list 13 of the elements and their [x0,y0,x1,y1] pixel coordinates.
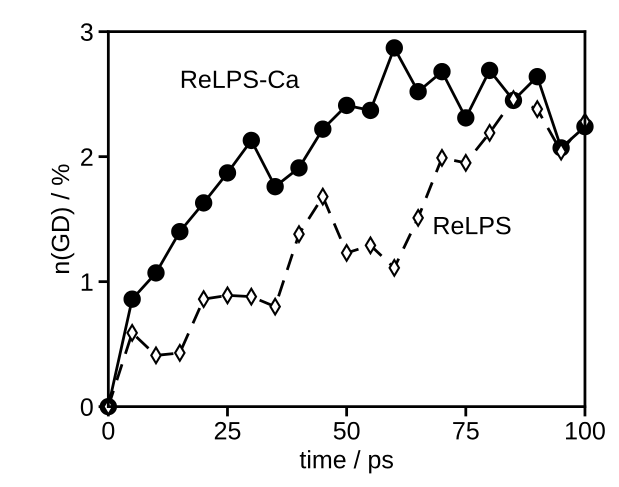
x-tick-label: 50 [334,422,360,440]
y-tick-label: 0 [80,398,93,416]
y-axis-title: n(GD) / % [50,164,74,274]
x-tick-label: 100 [566,422,605,440]
x-tick-label: 75 [453,422,479,440]
y-tick-label: 2 [81,148,92,166]
series-label: ReLPS-Ca [182,70,300,88]
series-label: ReLPS [434,216,510,234]
x-axis-title: time / ps [300,450,393,474]
y-tick-label: 3 [80,23,93,41]
x-tick-label: 25 [214,422,240,440]
y-tick-label: 1 [82,274,93,291]
x-tick-label: 0 [102,422,114,440]
